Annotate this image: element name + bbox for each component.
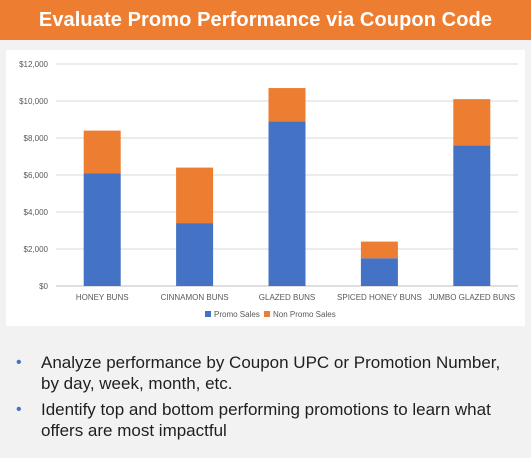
y-tick-label: $2,000	[24, 245, 49, 254]
legend-swatch-promo	[205, 311, 211, 317]
title-banner: Evaluate Promo Performance via Coupon Co…	[0, 0, 531, 40]
non-promo-sales-bar	[83, 130, 121, 174]
legend-label: Promo Sales	[214, 310, 260, 319]
non-promo-sales-bar	[453, 99, 491, 146]
y-tick-label: $4,000	[24, 208, 49, 217]
promo-sales-bar	[176, 223, 214, 286]
x-tick-label: JUMBO GLAZED BUNS	[428, 293, 515, 302]
x-tick-label: HONEY BUNS	[76, 293, 129, 302]
y-tick-label: $12,000	[19, 60, 48, 69]
promo-sales-bar	[268, 121, 306, 286]
bullet-text: Analyze performance by Coupon UPC or Pro…	[41, 353, 501, 393]
chart-panel: $0 $2,000 $4,000 $6,000 $8,000 $10,000 $12,000…	[6, 50, 525, 326]
non-promo-sales-bar	[268, 88, 306, 122]
non-promo-sales-bar	[360, 241, 398, 259]
x-tick-label: SPICED HONEY BUNS	[337, 293, 422, 302]
y-tick-label: $0	[39, 282, 48, 291]
x-tick-label: CINNAMON BUNS	[161, 293, 229, 302]
y-tick-label: $10,000	[19, 97, 48, 106]
page-title: Evaluate Promo Performance via Coupon Co…	[38, 8, 493, 31]
legend-swatch-non-promo	[264, 311, 270, 317]
legend-label: Non Promo Sales	[273, 310, 336, 319]
promo-sales-bar	[360, 258, 398, 286]
bullet-dot-icon: •	[16, 401, 22, 418]
non-promo-sales-bar	[176, 167, 214, 224]
x-tick-label: GLAZED BUNS	[259, 293, 315, 302]
promo-sales-bar	[83, 173, 121, 286]
bullet-text: Identify top and bottom performing promo…	[41, 400, 491, 440]
bullet-dot-icon: •	[16, 354, 22, 371]
promo-sales-bar	[453, 145, 491, 286]
bullet-item: • Identify top and bottom performing pro…	[0, 399, 531, 441]
stacked-bar-chart: $0 $2,000 $4,000 $6,000 $8,000 $10,000 $12,000…	[19, 60, 518, 319]
bullet-item: • Analyze performance by Coupon UPC or P…	[0, 352, 531, 394]
y-tick-label: $8,000	[24, 134, 49, 143]
y-tick-label: $6,000	[24, 171, 49, 180]
bullet-list: • Analyze performance by Coupon UPC or P…	[0, 352, 531, 446]
